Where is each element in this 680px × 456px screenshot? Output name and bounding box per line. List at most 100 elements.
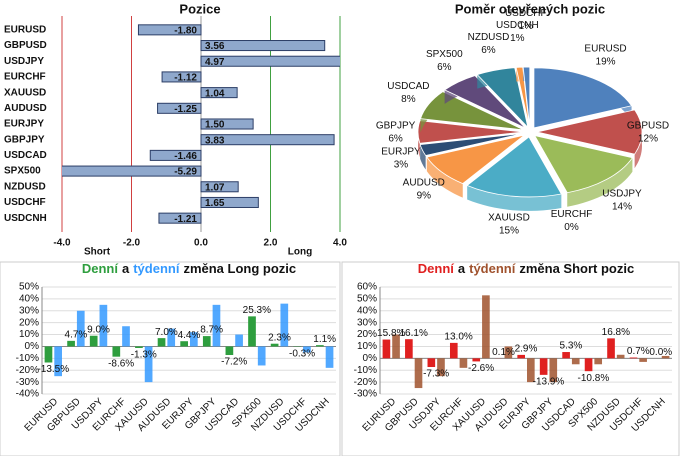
value-label: -13.5%	[37, 364, 69, 375]
category-label: EURCHF	[4, 72, 46, 83]
x-tick-label: -4.0	[53, 238, 71, 249]
y-tick-label: 20%	[357, 329, 377, 340]
bar	[437, 358, 445, 377]
slice	[515, 66, 530, 128]
bar	[200, 55, 340, 67]
value-label: -1.46	[174, 151, 197, 162]
bar	[200, 196, 259, 208]
bar	[157, 102, 202, 114]
value-label: 0.1%	[492, 347, 515, 358]
bar	[202, 336, 211, 347]
value-label: 4.97	[205, 57, 225, 68]
value-label: -1.3%	[131, 350, 157, 361]
bar	[62, 165, 202, 177]
pie-label: XAUUSD	[488, 212, 530, 223]
slice	[536, 109, 643, 155]
bar	[562, 352, 570, 359]
pie-value: 0%	[564, 222, 579, 233]
y-tick-label: 20%	[19, 317, 39, 328]
bar	[482, 295, 490, 359]
value-label: 4.4%	[178, 330, 201, 341]
value-label: -1.12	[174, 73, 197, 84]
bar	[280, 303, 289, 347]
bar	[382, 339, 391, 359]
value-label: -0.3%	[289, 348, 315, 359]
bar	[89, 335, 98, 347]
bar	[316, 345, 324, 347]
y-tick-label: -40%	[16, 389, 39, 400]
category-label: NZDUSD	[4, 181, 46, 192]
bar	[137, 24, 202, 36]
value-label: -2.6%	[468, 363, 494, 374]
category-label: EURUSD	[4, 24, 46, 35]
bar	[112, 346, 121, 357]
y-tick-label: 10%	[19, 329, 39, 340]
bar	[200, 40, 326, 52]
bar	[629, 357, 638, 359]
title-part: Denní	[418, 261, 455, 276]
title-part: změna Long pozic	[183, 261, 296, 276]
bar	[144, 346, 153, 383]
bar	[414, 358, 423, 389]
bar	[405, 339, 413, 359]
chart-title: Poměr otevřených pozic	[455, 1, 605, 16]
value-label: -5.29	[174, 167, 197, 178]
slice	[443, 75, 526, 129]
bar	[161, 71, 202, 83]
value-label: 0.0%	[649, 347, 672, 358]
y-tick-label: -10%	[16, 353, 39, 364]
pie-value: 19%	[596, 57, 616, 68]
value-label: 0.7%	[627, 346, 650, 357]
pie-value: 6%	[437, 62, 452, 73]
bar	[225, 346, 234, 356]
pie-value: 3%	[394, 160, 409, 171]
pie-label: EURUSD	[584, 44, 626, 55]
bar	[616, 354, 625, 359]
bar	[594, 358, 603, 365]
category-label: USDCAD	[4, 150, 47, 161]
pie-label: USDCNH	[496, 20, 539, 31]
category-label: USDJPY	[4, 56, 44, 67]
slice	[522, 66, 531, 128]
bar	[190, 332, 198, 347]
category-label: GBPJPY	[4, 134, 45, 145]
value-label: 3.83	[205, 135, 225, 146]
value-label: 4.7%	[65, 329, 88, 340]
bar	[158, 212, 202, 224]
pie-value: 14%	[612, 201, 632, 212]
bar	[325, 346, 334, 368]
slice	[533, 135, 634, 194]
value-label: 8.7%	[200, 325, 223, 336]
slice	[466, 136, 562, 198]
slice-side	[420, 144, 426, 170]
bar	[149, 149, 202, 161]
y-tick-label: 0%	[363, 353, 378, 364]
value-label: 16.1%	[400, 328, 428, 339]
pie-label: AUDUSD	[403, 178, 445, 189]
bar	[122, 326, 130, 347]
category-label: AUDUSD	[4, 103, 47, 114]
value-label: 16.8%	[602, 327, 630, 338]
bar	[200, 134, 335, 146]
y-tick-label: -20%	[354, 377, 377, 388]
slice	[426, 134, 525, 185]
bar	[248, 316, 256, 347]
bar	[200, 118, 254, 130]
value-label: 3.56	[205, 41, 225, 52]
bar	[584, 358, 593, 372]
category-label: USDCHF	[4, 197, 46, 208]
chart-title: Denní a týdenní změna Short pozic	[418, 261, 634, 276]
bar	[167, 328, 176, 347]
pie-label: USDCAD	[387, 81, 429, 92]
annotation: Short	[84, 247, 111, 258]
slice	[476, 67, 529, 129]
value-label: -8.6%	[108, 358, 134, 369]
bar	[135, 346, 143, 348]
value-label: 2.9%	[515, 344, 538, 355]
bar	[639, 358, 647, 362]
pie-value: 9%	[417, 191, 432, 202]
category-label: USDCNH	[4, 213, 47, 224]
value-label: 7.0%	[155, 327, 178, 338]
x-tick-label: 2.0	[264, 238, 278, 249]
